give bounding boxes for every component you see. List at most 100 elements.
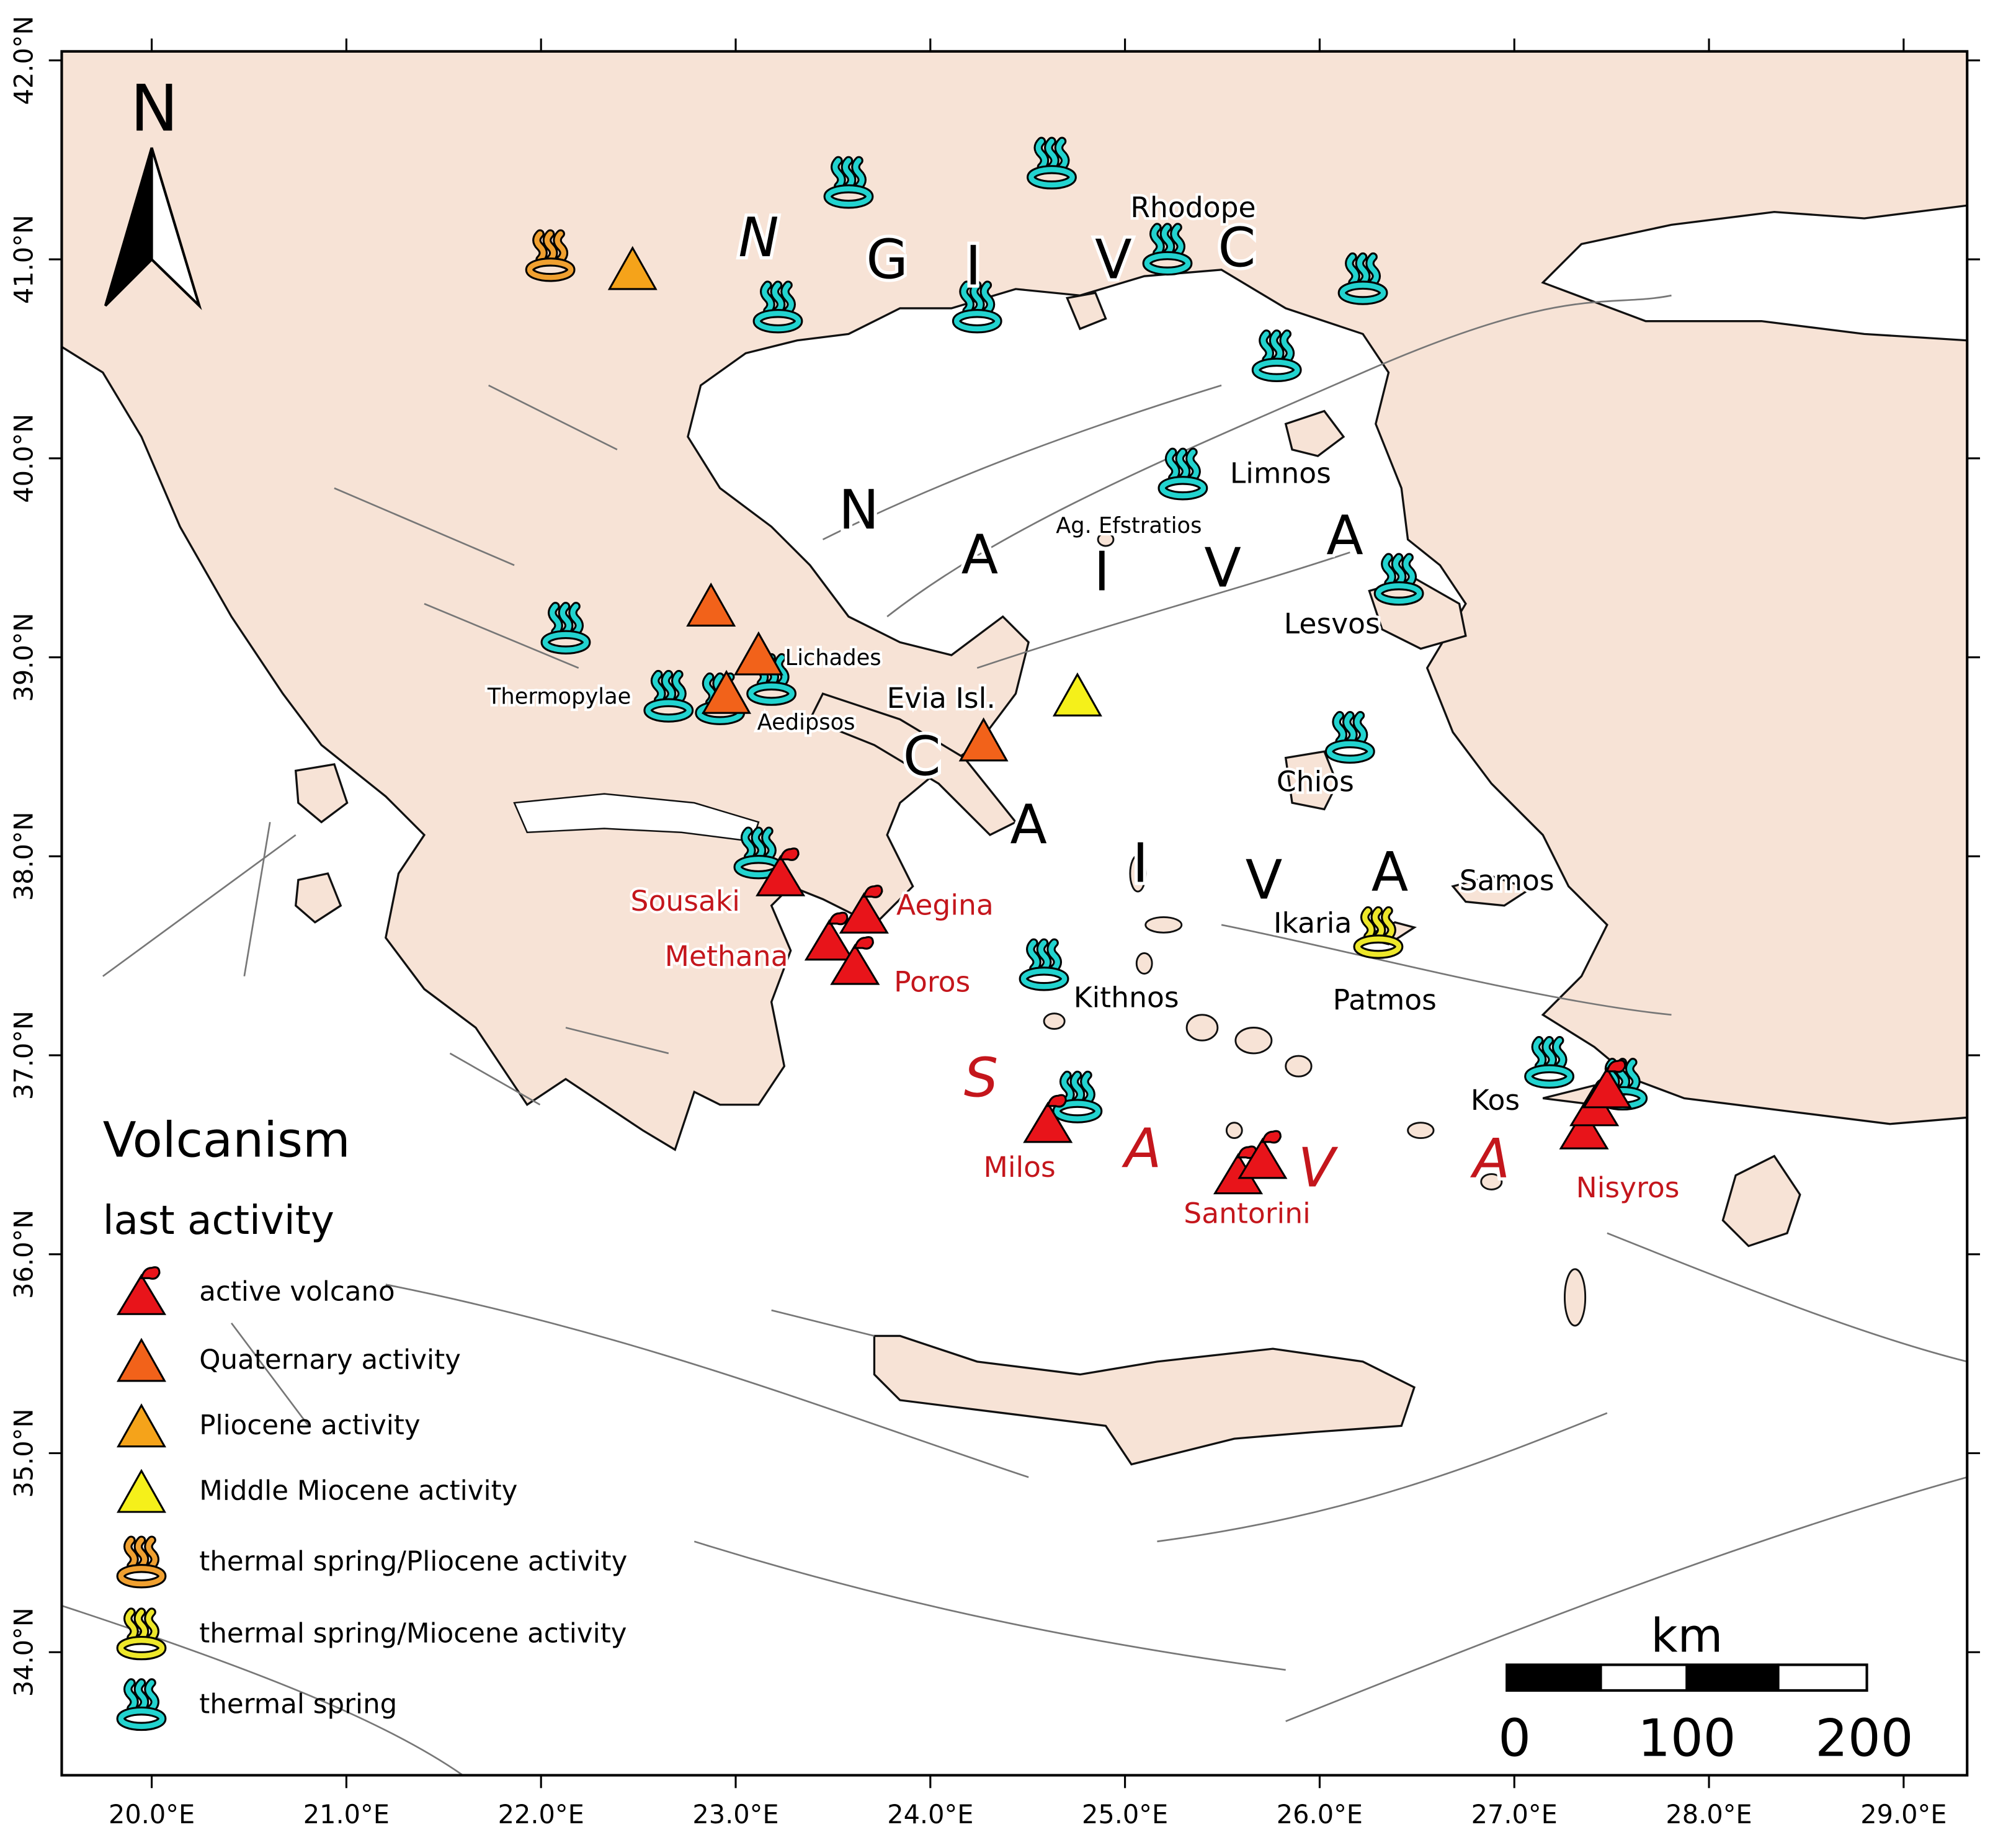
arc-letter: A xyxy=(1010,793,1047,857)
north-arrow: N xyxy=(104,72,202,310)
scale-bar: km 0 100 200 xyxy=(1498,1609,1913,1769)
scale-label: 0 xyxy=(1498,1708,1531,1769)
arc-letter: N xyxy=(738,206,778,269)
island-crete xyxy=(873,1334,1416,1466)
place-label: Ag. Efstratios xyxy=(1056,513,1202,538)
arc-letter: A xyxy=(961,524,999,587)
island-limnos xyxy=(1284,409,1345,457)
place-label: Patmos xyxy=(1333,984,1437,1017)
x-tick-label: 25.0°E xyxy=(1082,1800,1168,1829)
y-tick-label: 39.0°N xyxy=(9,613,38,702)
legend-label: Quaternary activity xyxy=(199,1344,461,1375)
x-tick-label: 26.0°E xyxy=(1277,1800,1363,1829)
y-tick-label: 36.0°N xyxy=(9,1210,38,1299)
place-label: Samos xyxy=(1460,864,1554,897)
island-samos xyxy=(1451,875,1533,907)
place-label: Limnos xyxy=(1230,457,1331,490)
place-label: Kos xyxy=(1471,1084,1520,1117)
y-tick-label: 38.0°N xyxy=(9,811,38,901)
place-label: Ikaria xyxy=(1273,906,1352,939)
legend: Volcanism last activity active volcano Qu… xyxy=(103,1111,628,1720)
island-rhodes xyxy=(1721,1154,1801,1248)
island-thasos xyxy=(1066,292,1107,331)
arc-letter: C xyxy=(1218,217,1256,280)
arc-letter: V xyxy=(1095,228,1132,291)
y-tick-label: 41.0°N xyxy=(9,215,38,304)
island-evia xyxy=(808,692,1018,836)
y-tick-label: 34.0°N xyxy=(9,1607,38,1697)
arc-letter: S xyxy=(964,1046,998,1109)
x-tick-label: 28.0°E xyxy=(1666,1800,1752,1829)
legend-label: Pliocene activity xyxy=(199,1410,420,1441)
place-label: Thermopylae xyxy=(487,684,631,709)
y-tick-label: 40.0°N xyxy=(9,414,38,503)
x-tick-label: 29.0°E xyxy=(1860,1800,1947,1829)
volcano-label: Aegina xyxy=(896,888,994,921)
place-label: Chios xyxy=(1277,766,1354,798)
quaternary-volcano xyxy=(686,582,736,627)
quaternary-volcano xyxy=(733,631,783,676)
cyclades xyxy=(1043,532,1587,1327)
place-label: Rhodope xyxy=(1130,191,1256,224)
legend-icon xyxy=(117,1338,166,1382)
legend-label: active volcano xyxy=(199,1277,395,1308)
place-label: Evia Isl. xyxy=(887,682,996,715)
volcano-label: Methana xyxy=(665,940,788,973)
scale-segment xyxy=(1505,1663,1602,1692)
arc-letter: A xyxy=(1122,1117,1162,1180)
x-tick-label: 22.0°E xyxy=(498,1800,584,1829)
legend-label: thermal spring/Pliocene activity xyxy=(199,1546,627,1577)
y-tick-label: 35.0°N xyxy=(9,1409,38,1498)
legend-label: Middle Miocene activity xyxy=(199,1476,517,1507)
scale-label: 200 xyxy=(1815,1708,1913,1769)
y-tick-label: 37.0°N xyxy=(9,1011,38,1100)
place-label: Lesvos xyxy=(1284,607,1380,640)
legend-title: Volcanism xyxy=(103,1111,350,1168)
arc-letter: A xyxy=(1372,841,1409,904)
north-label: N xyxy=(130,72,179,146)
scale-label: 100 xyxy=(1638,1708,1736,1769)
legend-label: thermal spring/Miocene activity xyxy=(199,1618,627,1649)
north-arrow-right xyxy=(150,147,202,310)
arc-letter: G xyxy=(866,228,908,291)
x-tick-label: 20.0°E xyxy=(109,1800,195,1829)
island-kefalonia xyxy=(294,763,349,824)
arc-letter: C xyxy=(903,725,941,788)
place-label: Lichades xyxy=(785,645,881,671)
x-tick-label: 23.0°E xyxy=(692,1800,778,1829)
legend-icon xyxy=(117,1468,166,1513)
scale-segment xyxy=(1599,1663,1688,1692)
scale-segment xyxy=(1685,1663,1780,1692)
legend-label: thermal spring xyxy=(199,1689,397,1720)
fault-lines xyxy=(61,294,1968,1775)
volcano-label: Sousaki xyxy=(631,885,740,918)
arc-letter: V xyxy=(1204,536,1241,599)
basemap xyxy=(61,51,1968,1775)
arc-letter: A xyxy=(1470,1127,1510,1190)
arc-letter: V xyxy=(1298,1136,1339,1199)
volcano-label: Santorini xyxy=(1184,1197,1310,1230)
scale-segment xyxy=(1777,1663,1868,1692)
scale-unit: km xyxy=(1651,1609,1723,1663)
arc-letter: V xyxy=(1246,849,1283,912)
volcano-label: Nisyros xyxy=(1576,1171,1680,1204)
miocene-volcano xyxy=(1052,672,1102,717)
arc-letter: I xyxy=(965,234,981,298)
x-tick-label: 27.0°E xyxy=(1471,1800,1558,1829)
arc-letter: I xyxy=(1133,832,1149,895)
pliocene-volcano xyxy=(607,246,658,290)
place-label: Aedipsos xyxy=(757,710,855,735)
island-zakynthos xyxy=(294,872,342,924)
place-label: Kithnos xyxy=(1074,981,1179,1014)
arc-letter: I xyxy=(1094,540,1110,604)
volcano-label: Milos xyxy=(984,1151,1056,1184)
x-tick-label: 24.0°E xyxy=(887,1800,973,1829)
legend-icon xyxy=(117,1403,166,1448)
y-tick-label: 42.0°N xyxy=(9,16,38,105)
arc-letter: N xyxy=(839,478,879,542)
legend-subtitle: last activity xyxy=(103,1197,334,1244)
x-tick-label: 21.0°E xyxy=(303,1800,390,1829)
quaternary-volcano xyxy=(702,669,752,714)
volcano-label: Poros xyxy=(894,966,970,999)
